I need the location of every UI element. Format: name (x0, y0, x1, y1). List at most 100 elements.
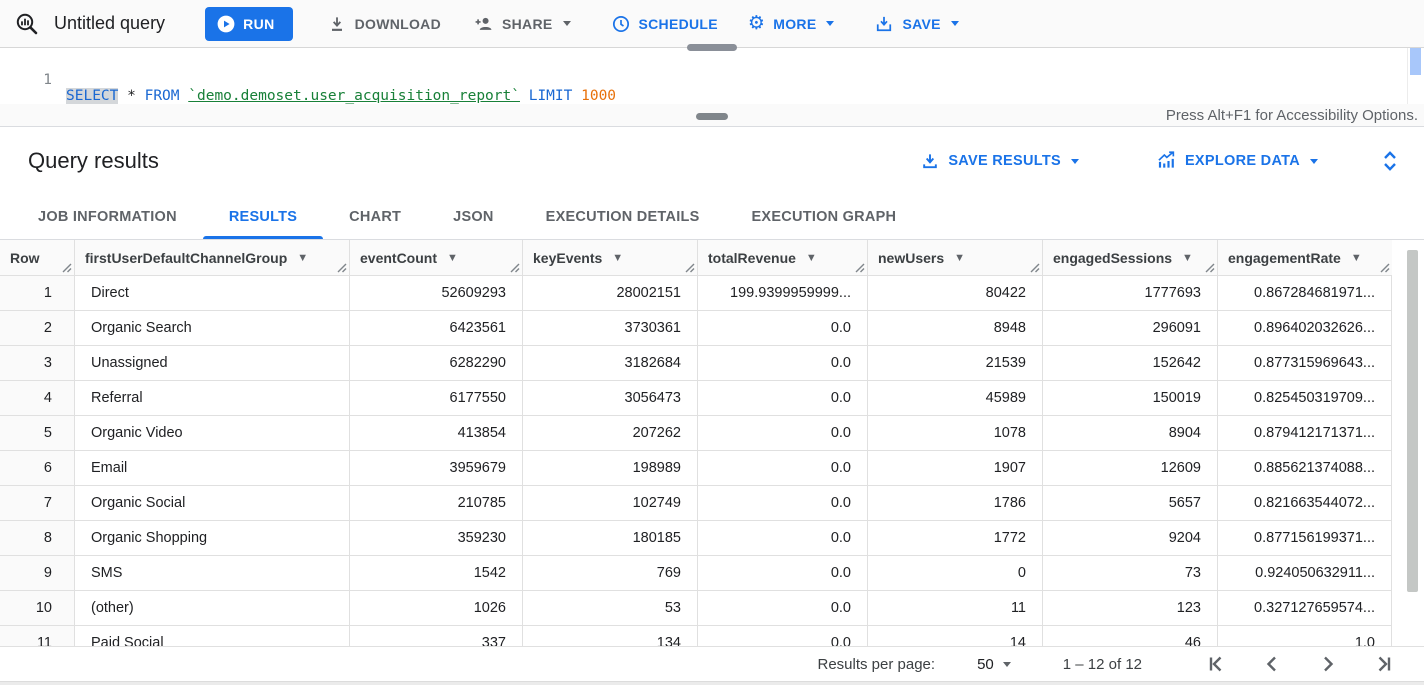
column-resize-handle-icon[interactable] (1380, 263, 1390, 273)
column-header-newUsers[interactable]: newUsers ▼ (868, 240, 1043, 276)
previous-page-button[interactable] (1260, 652, 1284, 676)
column-resize-handle-icon[interactable] (337, 263, 347, 273)
cell-firstUserDefaultChannelGroup: Email (75, 451, 350, 486)
run-button-label: RUN (243, 15, 275, 32)
column-menu-arrow-icon[interactable]: ▼ (297, 251, 309, 264)
cell-newUsers: 1786 (868, 486, 1043, 521)
tab-results[interactable]: RESULTS (202, 195, 324, 239)
first-page-button[interactable] (1204, 652, 1228, 676)
column-resize-handle-icon[interactable] (685, 263, 695, 273)
column-header-row[interactable]: Row (0, 240, 75, 276)
row-number-cell: 4 (0, 381, 75, 416)
column-resize-handle-icon[interactable] (1030, 263, 1040, 273)
column-resize-handle-icon[interactable] (855, 263, 865, 273)
more-button[interactable]: ⚙ MORE (748, 14, 835, 33)
sql-text[interactable]: SELECT * FROM `demo.demoset.user_acquisi… (66, 88, 616, 104)
column-header-label: Row (10, 249, 40, 266)
line-number: 1 (43, 72, 52, 88)
editor-scrollbar-thumb[interactable] (1410, 48, 1421, 75)
editor-top-drag-handle[interactable] (687, 44, 737, 51)
cell-keyEvents: 207262 (523, 416, 698, 451)
table-row: 9 SMS 1542 769 0.0 0 73 0.924050632911... (0, 556, 1392, 591)
cell-totalRevenue: 0.0 (698, 346, 868, 381)
column-menu-arrow-icon[interactable]: ▼ (612, 251, 624, 264)
cell-keyEvents: 102749 (523, 486, 698, 521)
tab-job-information[interactable]: JOB INFORMATION (38, 209, 177, 225)
column-header-label: newUsers (878, 249, 945, 266)
tab-execution-details[interactable]: EXECUTION DETAILS (545, 209, 700, 225)
column-resize-handle-icon[interactable] (62, 263, 72, 273)
save-results-download-icon (923, 154, 938, 169)
editor-scrollbar-track[interactable] (1407, 48, 1424, 104)
save-button[interactable]: SAVE (874, 14, 959, 34)
results-panel-header: Query results SAVE RESULTS EXPLORE DATA (0, 127, 1424, 195)
cell-keyEvents: 769 (523, 556, 698, 591)
run-button[interactable]: RUN (205, 6, 293, 41)
column-header-totalRevenue[interactable]: totalRevenue ▼ (698, 240, 868, 276)
horizontal-scrollbar-track[interactable] (0, 681, 1424, 685)
cell-newUsers: 1078 (868, 416, 1043, 451)
tab-json[interactable]: JSON (453, 209, 494, 225)
sql-code-line[interactable]: 1 SELECT * FROM `demo.demoset.user_acqui… (0, 56, 1424, 104)
cell-firstUserDefaultChannelGroup: Direct (75, 276, 350, 311)
page-size-value: 50 (977, 655, 994, 673)
sql-table-reference-link[interactable]: `demo.demoset.user_acquisition_report` (188, 88, 520, 104)
results-panel-drag-handle[interactable] (696, 113, 728, 120)
column-header-label: engagedSessions (1053, 249, 1173, 266)
cell-engagedSessions: 73 (1043, 556, 1218, 591)
cell-engagementRate: 0.896402032626... (1218, 311, 1392, 346)
row-number-cell: 5 (0, 416, 75, 451)
cell-keyEvents: 134 (523, 626, 698, 646)
column-header-label: keyEvents (533, 249, 603, 266)
play-icon (217, 15, 235, 32)
sql-editor[interactable]: 1 SELECT * FROM `demo.demoset.user_acqui… (0, 44, 1424, 104)
column-menu-arrow-icon[interactable]: ▼ (447, 251, 458, 264)
table-scrollbar-thumb[interactable] (1407, 250, 1418, 592)
column-resize-handle-icon[interactable] (510, 263, 520, 273)
query-title[interactable]: Untitled query (54, 13, 166, 33)
splitter-strip: Press Alt+F1 for Accessibility Options. (0, 104, 1424, 127)
pagination-controls (1172, 652, 1396, 676)
tab-chart[interactable]: CHART (349, 209, 402, 225)
column-header-firstUserDefaultChannelGroup[interactable]: firstUserDefaultChannelGroup ▼ (75, 240, 350, 276)
download-button[interactable]: DOWNLOAD (327, 14, 441, 34)
column-header-eventCount[interactable]: eventCount ▼ (350, 240, 523, 276)
cell-firstUserDefaultChannelGroup: Referral (75, 381, 350, 416)
collapse-expand-icon[interactable] (1378, 148, 1402, 174)
cell-keyEvents: 53 (523, 591, 698, 626)
column-header-label: engagementRate (1228, 249, 1341, 266)
cell-totalRevenue: 0.0 (698, 626, 868, 646)
cell-engagementRate: 0.924050632911... (1218, 556, 1392, 591)
row-number-cell: 10 (0, 591, 75, 626)
cell-eventCount: 413854 (350, 416, 523, 451)
column-header-engagedSessions[interactable]: engagedSessions ▼ (1043, 240, 1218, 276)
cell-eventCount: 6282290 (350, 346, 523, 381)
last-page-button[interactable] (1372, 652, 1396, 676)
results-per-page-label: Results per page: (817, 655, 936, 673)
save-icon (877, 16, 892, 31)
cell-totalRevenue: 0.0 (698, 311, 868, 346)
save-results-button[interactable]: SAVE RESULTS (920, 151, 1079, 171)
table-row: 1 Direct 52609293 28002151 199.9399959999...… (0, 276, 1392, 311)
explore-data-button[interactable]: EXPLORE DATA (1155, 151, 1318, 171)
next-page-button[interactable] (1316, 652, 1340, 676)
table-scrollbar-track[interactable] (1405, 242, 1420, 644)
schedule-button[interactable]: SCHEDULE (611, 14, 718, 34)
column-menu-arrow-icon[interactable]: ▼ (1182, 251, 1193, 264)
column-header-keyEvents[interactable]: keyEvents ▼ (523, 240, 698, 276)
column-resize-handle-icon[interactable] (1205, 263, 1215, 273)
cell-eventCount: 337 (350, 626, 523, 646)
tab-execution-graph[interactable]: EXECUTION GRAPH (751, 209, 897, 225)
column-header-engagementRate[interactable]: engagementRate ▼ (1218, 240, 1392, 276)
cell-keyEvents: 3730361 (523, 311, 698, 346)
share-button[interactable]: SHARE (473, 14, 571, 34)
row-number-cell: 11 (0, 626, 75, 646)
cell-engagedSessions: 46 (1043, 626, 1218, 646)
cell-firstUserDefaultChannelGroup: Paid Social (75, 626, 350, 646)
cell-eventCount: 52609293 (350, 276, 523, 311)
page-size-select[interactable]: 50 (977, 656, 1011, 673)
column-menu-arrow-icon[interactable]: ▼ (1350, 251, 1362, 264)
column-menu-arrow-icon[interactable]: ▼ (954, 251, 966, 264)
column-menu-arrow-icon[interactable]: ▼ (805, 251, 817, 264)
explore-data-caret-icon (1310, 158, 1318, 164)
